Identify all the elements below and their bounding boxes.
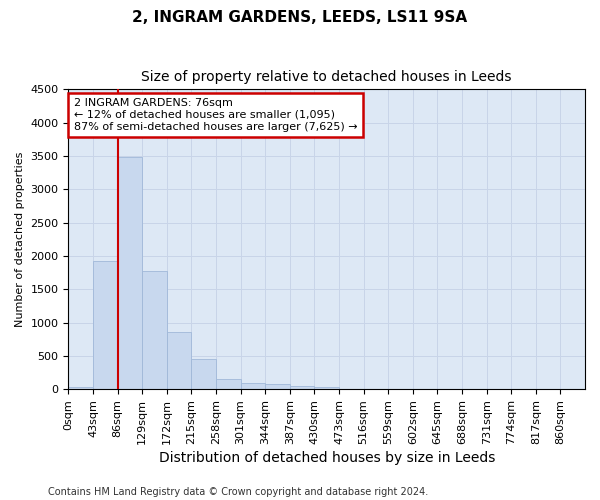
X-axis label: Distribution of detached houses by size in Leeds: Distribution of detached houses by size … [158,451,495,465]
Text: Contains HM Land Registry data © Crown copyright and database right 2024.: Contains HM Land Registry data © Crown c… [48,487,428,497]
Y-axis label: Number of detached properties: Number of detached properties [15,152,25,327]
Bar [265,384,290,389]
Bar [118,156,142,389]
Text: 2 INGRAM GARDENS: 76sqm
← 12% of detached houses are smaller (1,095)
87% of semi: 2 INGRAM GARDENS: 76sqm ← 12% of detache… [74,98,357,132]
Bar [191,359,216,389]
Title: Size of property relative to detached houses in Leeds: Size of property relative to detached ho… [142,70,512,84]
Bar [314,387,339,389]
Bar [216,378,241,389]
Bar [68,387,93,389]
Bar [167,332,191,389]
Text: 2, INGRAM GARDENS, LEEDS, LS11 9SA: 2, INGRAM GARDENS, LEEDS, LS11 9SA [133,10,467,25]
Bar [93,262,118,389]
Bar [290,386,314,389]
Bar [142,271,167,389]
Bar [241,382,265,389]
